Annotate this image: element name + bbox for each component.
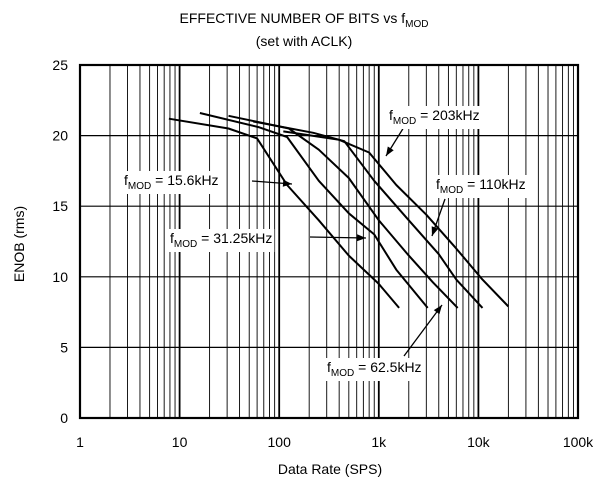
tick-labels: 1 10 100 1k 10k 100k 0 5 10 15 20 25 [52, 57, 594, 450]
annotation-label: fMOD = 31.25kHz [170, 230, 272, 250]
x-tick-label: 1 [76, 434, 84, 450]
annotation-bg [387, 106, 482, 129]
chart-title-line1: EFFECTIVE NUMBER OF BITS vs fMOD [180, 10, 429, 30]
annotation-arrow [403, 304, 443, 357]
y-tick-label: 25 [52, 57, 68, 73]
y-tick-label: 5 [60, 339, 68, 355]
series-line-15.6k [168, 117, 400, 309]
annotation-bg [168, 229, 275, 252]
series-lines [168, 112, 510, 309]
annotation-31.25k: fMOD = 31.25kHz [168, 229, 367, 252]
y-tick-label: 20 [52, 128, 68, 144]
annotation-arrowhead [431, 226, 439, 236]
y-tick-label: 15 [52, 198, 68, 214]
x-tick-label: 1k [371, 434, 387, 450]
y-axis-label: ENOB (rms) [11, 206, 27, 282]
series-line-110k [253, 120, 484, 309]
annotation-label: fMOD = 203kHz [389, 107, 480, 127]
annotation-bg [325, 358, 424, 381]
annotation-bg [122, 171, 221, 194]
annotation-label: fMOD = 110kHz [436, 176, 526, 196]
plot-frame [78, 63, 580, 420]
annotation-15.6k: fMOD = 15.6kHz [122, 171, 293, 194]
x-tick-label: 100 [268, 434, 292, 450]
annotation-62.5k: fMOD = 62.5kHz [325, 304, 443, 381]
y-tick-label: 10 [52, 269, 68, 285]
series-line-203k [283, 130, 510, 308]
chart-title: EFFECTIVE NUMBER OF BITS vs fMOD (set wi… [180, 10, 429, 49]
x-tick-label: 10k [467, 434, 491, 450]
annotation-arrow [309, 236, 367, 239]
annotation-arrowhead [433, 305, 442, 315]
annotation-203k: fMOD = 203kHz [385, 106, 482, 157]
y-tick-label: 0 [60, 410, 68, 426]
plot-border [78, 63, 580, 420]
annotation-bg [434, 175, 528, 198]
annotation-arrowhead [282, 179, 292, 187]
x-tick-label: 100k [563, 434, 594, 450]
annotation-110k: fMOD = 110kHz [431, 175, 528, 237]
chart-subtitle: (set with ACLK) [256, 33, 352, 49]
x-tick-label: 10 [172, 434, 188, 450]
annotation-label: fMOD = 62.5kHz [327, 359, 422, 379]
annotation-label: fMOD = 15.6kHz [124, 172, 219, 192]
series-line-31.25k [199, 112, 429, 309]
annotation-arrowhead [386, 146, 394, 156]
annotations: fMOD = 203kHz fMOD = 110kHz fMOD = 15.6kHz… [122, 106, 528, 381]
annotation-arrowhead [356, 234, 366, 242]
x-axis-label: Data Rate (SPS) [278, 461, 382, 477]
